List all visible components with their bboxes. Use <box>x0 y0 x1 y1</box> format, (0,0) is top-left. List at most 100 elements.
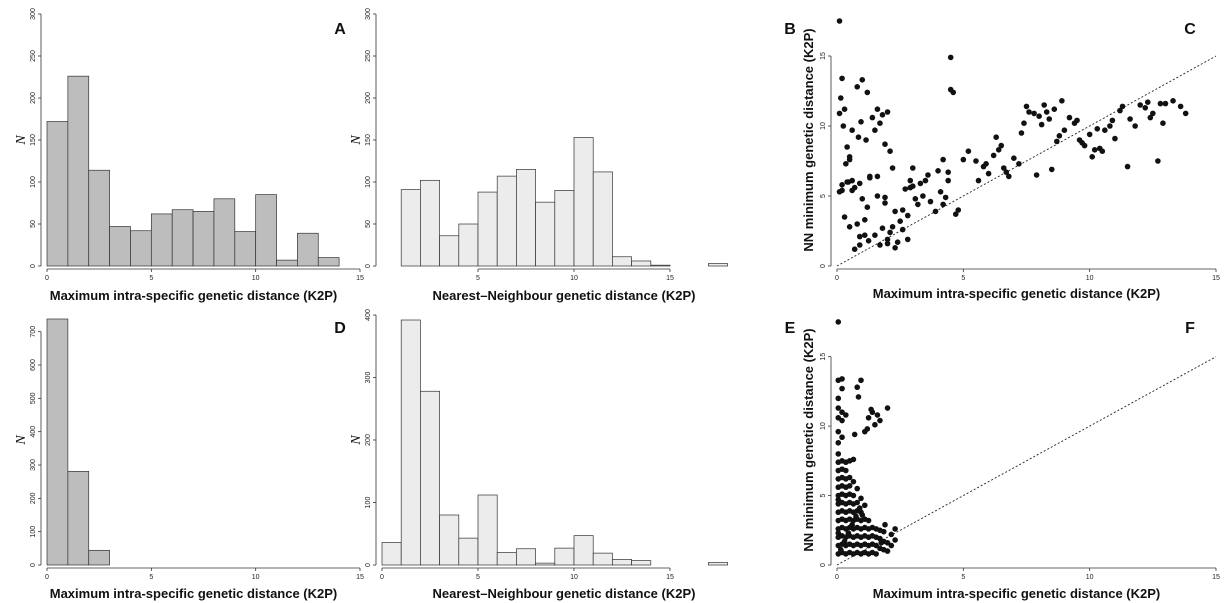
scatter-point <box>849 521 855 528</box>
scatter-point <box>1056 133 1063 139</box>
scatter-point <box>889 224 896 230</box>
scatter-point <box>912 196 919 202</box>
scatter-point <box>872 421 878 428</box>
scatter-point <box>841 214 848 220</box>
scatter-point <box>1046 116 1053 122</box>
scatter-point <box>1119 103 1126 110</box>
histogram-bar <box>400 189 421 267</box>
scatter-point <box>889 165 896 171</box>
scatter-point <box>850 492 857 499</box>
scatter-point <box>879 225 886 231</box>
histogram-bar <box>516 548 536 566</box>
scatter-point <box>888 531 895 538</box>
scatter-point <box>865 414 872 421</box>
scatter-point <box>863 137 869 143</box>
histogram-bar <box>213 198 236 267</box>
scatter-point <box>892 537 898 543</box>
x-tick-label: 10 <box>252 275 260 282</box>
scatter-point <box>1038 121 1045 128</box>
scatter-point <box>861 232 868 238</box>
scatter-point <box>1074 117 1080 124</box>
scatter-point <box>882 194 888 201</box>
panel-letter: D <box>334 320 346 337</box>
histogram-bar <box>496 175 517 267</box>
x-tick-label: 5 <box>961 275 965 282</box>
scatter-point <box>882 521 888 528</box>
scatter-point <box>1107 123 1113 129</box>
scatter-point <box>850 478 857 485</box>
scatter-point <box>835 428 842 435</box>
scatter-point <box>1066 114 1073 121</box>
scatter-point <box>897 218 903 224</box>
scatter-point <box>940 201 946 208</box>
scatter-point <box>854 84 861 90</box>
scatter-point <box>937 189 944 195</box>
x-tick-label: 5 <box>149 574 153 581</box>
scatter-point <box>856 233 863 240</box>
scatter-point <box>904 212 911 219</box>
scatter-point <box>1094 126 1101 132</box>
y-axis-title: N <box>14 435 29 446</box>
panel-letter: F <box>1185 320 1195 337</box>
scatter-point <box>877 417 883 424</box>
scatter-point <box>856 242 863 248</box>
scatter-point <box>955 207 962 213</box>
y-tick-label: 400 <box>365 309 372 321</box>
scatter-point <box>865 517 872 524</box>
scatter-point <box>990 152 997 159</box>
scatter-point <box>837 546 844 553</box>
x-tick-label: 5 <box>961 574 965 581</box>
histogram-bar <box>276 259 298 267</box>
scatter-point <box>843 467 849 474</box>
scatter-point <box>1137 102 1143 108</box>
scatter-point <box>927 198 934 205</box>
scatter-point <box>1054 138 1060 145</box>
histogram-bar <box>592 552 613 566</box>
histogram-bar <box>573 137 594 267</box>
y-tick-label: 5 <box>820 494 827 498</box>
histogram-bar <box>612 256 632 267</box>
reference-line <box>836 356 1217 566</box>
scatter-point <box>874 173 881 180</box>
scatter-point <box>844 144 850 150</box>
y-tick-label: 500 <box>30 392 37 404</box>
scatter-point <box>1127 116 1133 122</box>
scatter-point <box>907 177 914 184</box>
y-tick-label: 50 <box>365 220 372 228</box>
x-tick-label: 10 <box>1086 275 1094 282</box>
scatter-point <box>854 499 861 506</box>
scatter-point <box>907 184 914 191</box>
x-tick-label: 15 <box>356 574 364 581</box>
x-tick-label: 15 <box>356 275 364 282</box>
scatter-point <box>1162 100 1169 107</box>
histogram-bar <box>130 230 152 267</box>
panel-letter: E <box>785 320 796 337</box>
scatter-point <box>854 384 861 391</box>
x-tick-label: 15 <box>1212 574 1220 581</box>
scatter-point <box>1117 107 1123 114</box>
scatter-point <box>950 89 957 96</box>
scatter-point <box>1016 161 1022 167</box>
scatter-point <box>884 405 891 411</box>
histogram-bar <box>496 552 517 566</box>
scatter-point <box>1006 173 1012 180</box>
scatter-point <box>843 412 849 418</box>
scatter-point <box>839 187 845 194</box>
scatter-point <box>1124 163 1131 170</box>
histogram-bar <box>458 223 479 267</box>
histogram-bar <box>317 257 340 267</box>
scatter-point <box>1086 131 1093 138</box>
x-tick-label: 15 <box>1212 275 1220 282</box>
scatter-point <box>904 236 911 243</box>
y-tick-label: 0 <box>820 563 827 567</box>
histogram-bar <box>46 121 69 267</box>
histogram-bar <box>150 213 173 267</box>
y-tick-label: 150 <box>30 134 37 146</box>
scatter-point <box>846 154 853 160</box>
scatter-point <box>849 187 855 194</box>
scatter-point <box>993 134 999 140</box>
scatter-point <box>887 148 893 154</box>
scatter-point <box>975 177 982 184</box>
y-tick-label: 300 <box>30 459 37 471</box>
y-tick-label: 200 <box>365 434 372 446</box>
